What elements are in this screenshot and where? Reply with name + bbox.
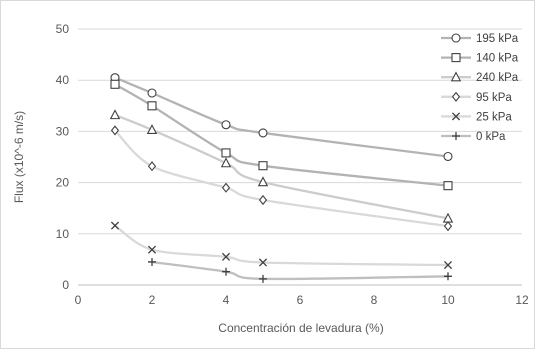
legend-label: 25 kPa [476, 111, 512, 123]
data-point-0-kpa [259, 274, 267, 283]
tick-labels: 0 10 20 30 40 50 0 2 4 6 8 10 12 [56, 22, 529, 307]
data-point-95-kpa [147, 161, 157, 172]
data-point-240-kpa [109, 109, 121, 120]
data-point-25-kpa [443, 260, 453, 270]
legend-label: 95 kPa [476, 92, 512, 104]
legend-marker-25-kpa [451, 112, 461, 121]
series-lines [113, 76, 450, 281]
legend-label: 0 kPa [476, 131, 506, 143]
data-point-25-kpa [147, 245, 157, 254]
y-tick-label: 40 [56, 73, 70, 87]
data-point-140-kpa [443, 181, 453, 191]
y-tick-label: 30 [56, 124, 70, 138]
data-point-25-kpa [221, 252, 231, 261]
data-point-195-kpa [443, 151, 453, 162]
legend-item-240-kpa: 240 kPa [441, 71, 519, 84]
data-point-195-kpa [221, 120, 231, 130]
legend-marker-140-kpa [451, 53, 461, 63]
series-line-25-kpa [113, 224, 450, 267]
data-point-140-kpa [147, 101, 157, 111]
series-line-0-kpa [150, 260, 450, 281]
data-point-240-kpa [257, 176, 269, 187]
y-tick-label: 50 [56, 22, 70, 36]
data-point-95-kpa [221, 182, 231, 193]
legend-item-140-kpa: 140 kPa [441, 53, 519, 65]
x-tick-label: 2 [149, 293, 156, 307]
legend-marker-240-kpa [450, 71, 462, 82]
x-tick-label: 4 [223, 293, 230, 307]
data-point-95-kpa [443, 221, 453, 232]
data-point-25-kpa [258, 258, 268, 267]
series-line-240-kpa [113, 113, 450, 220]
legend-label: 240 kPa [476, 72, 519, 84]
data-point-0-kpa [222, 267, 230, 276]
x-axis-title: Concentración de levadura (%) [218, 321, 383, 335]
legend: 195 kPa 140 kPa 240 kPa 95 kPa 25 kPa 0 kPa [441, 33, 519, 143]
series-markers [109, 73, 454, 283]
series-line-140-kpa [113, 83, 450, 187]
data-point-95-kpa [110, 125, 120, 136]
data-point-0-kpa [444, 272, 452, 281]
x-tick-label: 12 [515, 293, 529, 307]
data-point-140-kpa [110, 79, 120, 89]
data-point-140-kpa [221, 148, 231, 158]
data-point-240-kpa [220, 157, 232, 168]
legend-item-195-kpa: 195 kPa [441, 33, 519, 45]
legend-marker-195-kpa [451, 33, 461, 43]
data-point-0-kpa [148, 257, 156, 266]
x-tick-label: 10 [441, 293, 455, 307]
data-point-195-kpa [147, 88, 157, 98]
legend-label: 195 kPa [476, 33, 519, 45]
y-tick-label: 20 [56, 176, 70, 190]
data-point-140-kpa [258, 161, 268, 171]
legend-item-95-kpa: 95 kPa [441, 91, 512, 104]
legend-marker-0-kpa [452, 132, 460, 140]
legend-label: 140 kPa [476, 53, 519, 65]
series-line-195-kpa [113, 76, 450, 158]
y-axis-title: Flux (x10^-6 m/s) [12, 111, 26, 203]
y-tick-label: 10 [56, 227, 70, 241]
series-line-95-kpa [113, 129, 450, 228]
x-tick-label: 6 [297, 293, 304, 307]
legend-item-0-kpa: 0 kPa [441, 131, 506, 143]
y-tick-label: 0 [62, 278, 69, 292]
data-point-240-kpa [146, 124, 158, 135]
x-tick-label: 0 [75, 293, 82, 307]
data-point-195-kpa [258, 128, 268, 138]
legend-item-25-kpa: 25 kPa [441, 111, 512, 123]
data-point-25-kpa [110, 221, 120, 230]
x-tick-label: 8 [371, 293, 378, 307]
legend-marker-95-kpa [451, 91, 461, 102]
data-point-95-kpa [258, 194, 268, 206]
